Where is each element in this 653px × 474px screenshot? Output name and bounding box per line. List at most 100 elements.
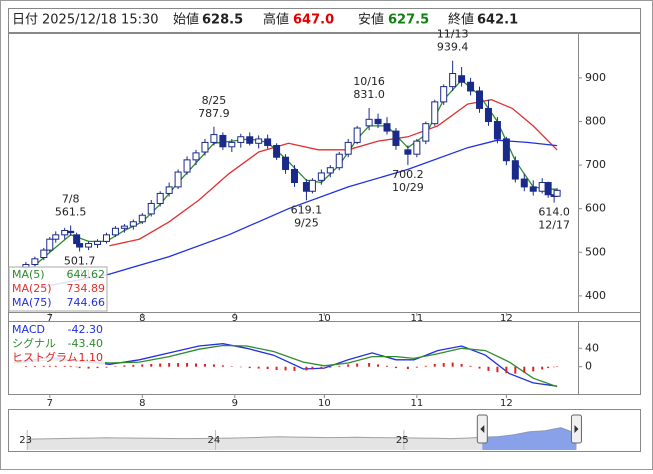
legend-name: MACD [12,323,45,336]
candle-body [353,127,361,143]
histogram-bar [433,363,436,367]
histogram-bar [347,364,350,367]
y-tick-label: 800 [585,114,606,127]
candle-body [422,123,430,142]
x-tick-label: 10 [318,398,331,409]
candle-body [228,141,236,148]
candle-body [383,123,391,132]
histogram-bar [230,366,233,367]
y-tick-label: 900 [585,71,606,84]
legend-value: -42.30 [68,323,103,336]
legend-box [8,266,108,312]
candle-body [553,189,561,197]
legend-value: -43.40 [68,337,103,350]
candle-body [237,136,245,143]
candle-body [449,73,457,88]
candle-body [73,234,81,245]
candle-body [201,141,209,153]
histogram-bar [329,366,332,368]
histogram-bar [203,363,206,367]
candle-body [282,156,290,170]
histogram-bar [248,366,251,369]
candle-body [440,86,448,103]
candle-body [458,75,466,83]
histogram-bar [114,366,117,367]
x-tick-label: 10 [318,313,331,324]
histogram-bar [547,366,550,369]
histogram-bar [257,366,260,369]
histogram-bar [368,363,371,367]
histogram-bar [141,364,144,367]
series-line [13,344,558,388]
annotation-value: 787.9 [198,107,230,120]
histogram-bar [275,366,278,370]
x-tick-label: 9 [232,313,238,324]
candle-body [484,107,492,122]
histogram-bar [553,366,556,368]
annotation-value: 831.0 [353,88,385,101]
candle-body [431,101,439,125]
histogram-bar [33,365,36,367]
histogram-bar [460,363,463,367]
y-tick-label: 40 [585,341,599,354]
candle-body [335,153,343,169]
handle-arrow [480,425,485,433]
navigator-selection-area [482,427,577,450]
candle-body [61,229,69,236]
candle-body [102,234,110,242]
histogram-bar [320,366,323,369]
candle-body [111,227,119,236]
annotation-date: 12/17 [538,219,570,232]
histogram-bar [159,363,162,367]
x-tick-label: 12 [500,313,513,324]
histogram-bar [266,366,269,370]
legend-value: 644.62 [67,268,106,281]
x-tick-label: 25 [396,435,409,446]
candle-body [94,240,102,245]
y-tick-label: 0 [585,360,592,373]
navigator-area [27,427,577,450]
handle-arrow [574,425,579,433]
histogram-bar [451,362,454,367]
candle-body [183,159,191,173]
annotation: 619.19/25 [291,203,323,229]
header-low-label: 安値 [358,12,384,28]
navigator-frame [8,409,641,452]
annotation: 614.012/17 [538,206,570,232]
candle-body [174,171,182,188]
histogram-bar [394,366,397,369]
histogram-bar [96,366,99,369]
candle-body [413,140,421,155]
annotation-date: 10/16 [353,75,385,88]
candle-body [326,167,334,174]
annotation-date: 7/8 [62,192,80,205]
candle-body [192,152,200,161]
histogram-bar [338,365,341,367]
candle-body [156,192,164,204]
header-close: 642.1 [477,13,518,28]
candle-body [476,90,484,109]
candle-body [120,225,128,229]
histogram-bar [505,366,508,374]
histogram-bar [293,366,296,371]
histogram-bar [356,363,359,367]
legend-name: MA(5) [12,268,45,281]
histogram-bar [311,366,314,370]
histogram-bar [284,366,287,371]
candle-body [544,182,552,196]
header-open-label: 始値 [173,12,199,28]
histogram-bar [75,366,78,368]
x-tick-label: 24 [208,435,221,446]
header-close-label: 終値 [448,12,474,28]
annotation-value: 501.7 [64,255,96,268]
histogram-bar [78,366,81,369]
annotation-value: 619.1 [291,203,323,216]
y-tick-label: 500 [585,245,606,258]
histogram-bar [132,364,135,367]
candle-body [538,182,546,192]
annotation-value: 700.2 [392,168,424,181]
candle-body [302,182,310,192]
x-tick-label: 8 [139,313,145,324]
